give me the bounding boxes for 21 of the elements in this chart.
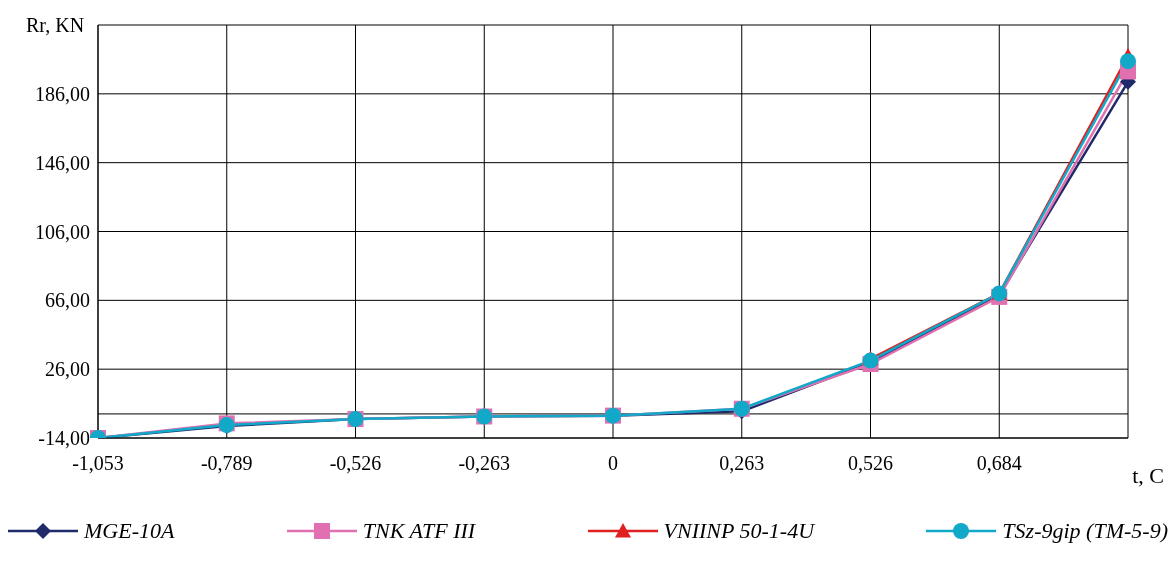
y-tick-label: 106,00 [35, 220, 90, 243]
y-tick-label: 186,00 [35, 82, 90, 105]
x-tick-label: 0 [608, 452, 618, 475]
x-tick-label: 0,263 [719, 452, 765, 475]
y-tick-label: 26,00 [45, 358, 90, 381]
y-tick-label: 146,00 [35, 151, 90, 174]
point [1120, 53, 1136, 70]
x-tick-label: -0,263 [458, 452, 511, 475]
y-tick-label: 66,00 [45, 289, 90, 312]
x-tick-label: 0,526 [848, 452, 893, 475]
x-tick-label: 0,684 [976, 452, 1022, 475]
x-axis-title: t, C [1132, 463, 1164, 488]
x-tick-label: -1,053 [72, 452, 124, 475]
y-tick-label: -14,00 [38, 427, 90, 450]
legend-label: MGE-10A [84, 518, 175, 544]
x-tick-label: -0,526 [329, 452, 382, 475]
legend-label: TSz-9gip (TM-5-9) [1002, 518, 1168, 544]
x-tick-label: -0,789 [200, 452, 253, 475]
y-axis-title: Rr, KN [26, 14, 85, 36]
legend-label: VNIINP 50-1-4U [663, 518, 815, 544]
legend-label: TNK ATF III [362, 518, 476, 544]
